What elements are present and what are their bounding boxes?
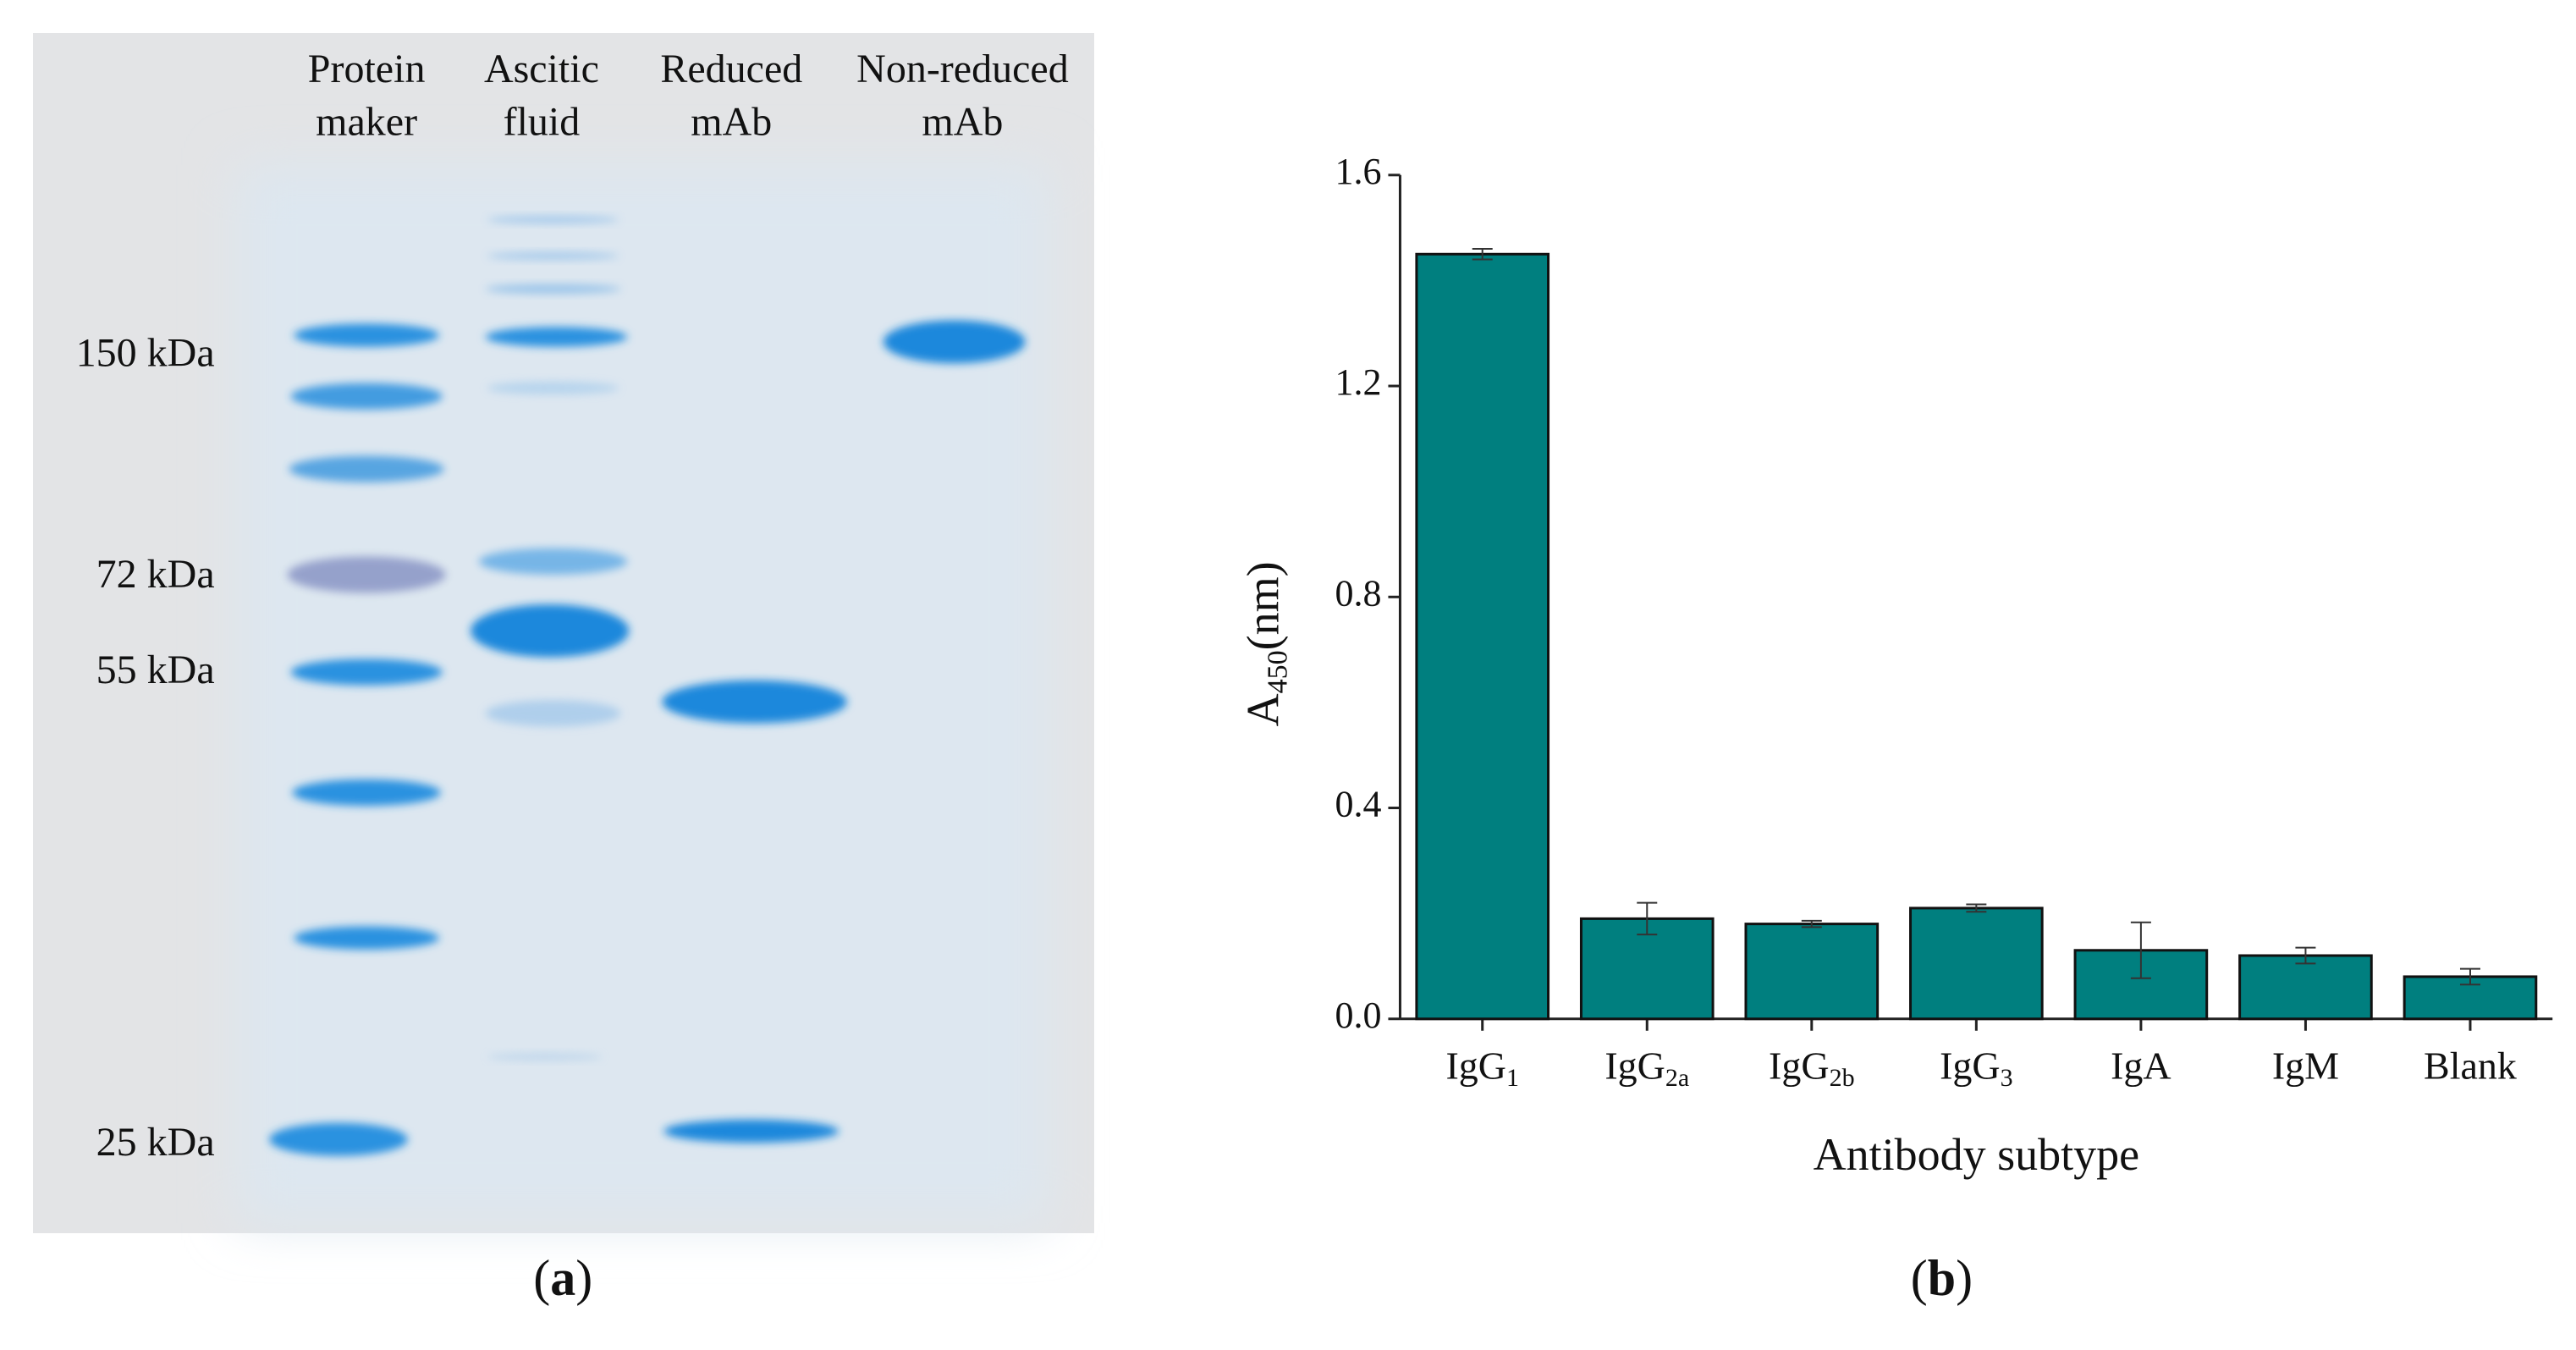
y-axis-title: A450(nm) [1238,561,1293,726]
x-tick-label: IgG2a [1604,1044,1689,1091]
y-tick-label: 0.0 [1335,995,1381,1036]
bar [1909,906,2044,1021]
x-tick-label: IgM [2272,1044,2339,1087]
gel-band [485,327,628,347]
error-bar [1801,919,1822,928]
x-tick-subscript: 2a [1665,1064,1689,1092]
error-bar [2459,967,2480,986]
gel-band [487,381,619,395]
x-tick-subscript: 1 [1506,1064,1519,1092]
error-bar [2295,946,2316,965]
y-axis-title-part: 450 [1262,650,1293,693]
gel-band [662,680,847,724]
marker-label: 25 kDa [96,1120,215,1165]
bar [1744,923,1880,1021]
x-tick-label: IgG2b [1769,1044,1855,1091]
error-bar [1966,903,1987,913]
gel-band [292,779,441,807]
marker-label: 55 kDa [96,647,215,692]
x-tick-subscript: 3 [2001,1064,2013,1092]
x-tick-subscript: 2b [1830,1064,1855,1092]
error-bar [1472,248,1493,261]
lane-label: fluid [504,99,581,144]
error-bar [1637,901,1658,936]
lane-label: Non-reduced [856,47,1069,91]
gel-band [287,556,446,593]
lane-label: maker [316,99,417,144]
gel-band [290,658,443,686]
x-tick-label: Blank [2424,1044,2517,1087]
caption-letter: a [550,1250,575,1306]
gel-band [487,1052,603,1061]
caption-letter: b [1928,1250,1956,1306]
y-tick-label: 1.2 [1335,361,1381,403]
gel-bands [269,215,1026,1156]
gel-band [478,548,628,575]
error-bar [2130,921,2151,979]
y-tick-label: 0.8 [1335,572,1381,614]
lane-label: Protein [308,47,426,91]
gel-band [487,215,619,224]
x-tick-label: IgA [2111,1044,2171,1087]
marker-label: 150 kDa [76,330,215,375]
gel-band [289,455,444,482]
y-axis-title-part: (nm) [1238,561,1289,650]
panel-caption: (a) [533,1250,592,1306]
marker-label: 72 kDa [96,552,215,597]
bar [2238,954,2373,1021]
lane-label: mAb [691,99,772,144]
x-axis-title: Antibody subtype [1814,1129,2140,1180]
lane-label: Ascitic [484,47,599,91]
gel-band [290,383,443,410]
panel-caption: (b) [1911,1250,1973,1306]
x-tick-label: IgG3 [1940,1044,2013,1091]
gel-band [485,284,621,295]
gel-band [471,604,630,658]
gel-band [269,1122,408,1156]
bar [1579,917,1715,1021]
gel-band [487,251,619,261]
gel-band [883,320,1026,364]
x-tick-label: IgG1 [1445,1044,1519,1091]
y-tick-label: 1.6 [1335,151,1381,192]
lane-label: Reduced [660,47,802,91]
bar [1415,252,1550,1021]
y-axis-title-part: A [1238,693,1289,726]
gel-band [663,1119,839,1143]
lane-label: mAb [922,99,1003,144]
gel-band [294,926,439,950]
gel-band [485,700,621,727]
gel-band [294,323,439,347]
y-tick-label: 0.4 [1335,784,1381,825]
